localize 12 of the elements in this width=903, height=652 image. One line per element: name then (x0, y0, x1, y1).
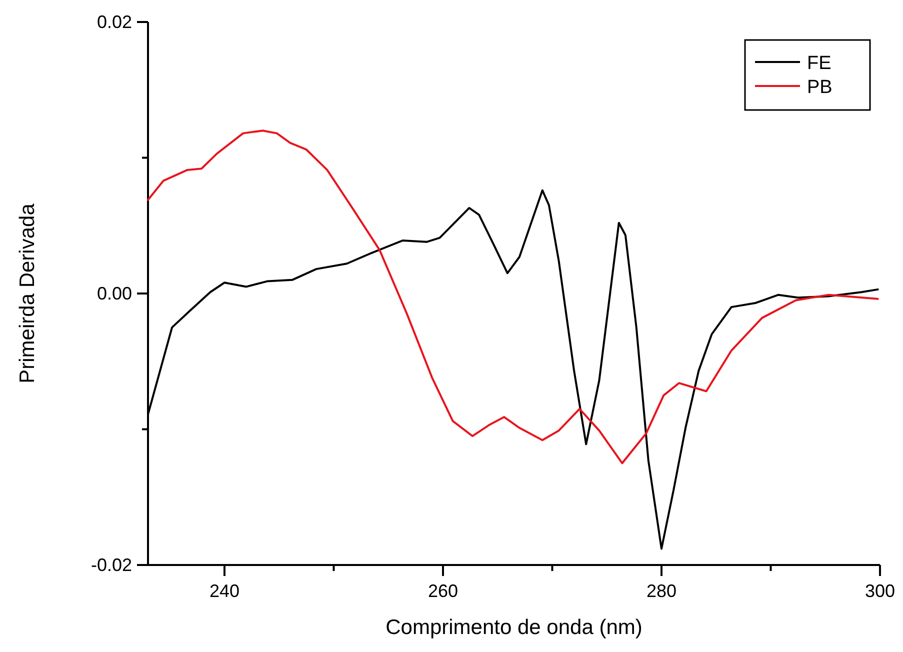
legend-label: PB (807, 77, 832, 98)
legend-label: FE (807, 53, 832, 74)
line-series (147, 130, 879, 464)
y-tick-label: 0.02 (96, 12, 132, 32)
x-tick-label: 240 (209, 581, 240, 601)
y-tick-label: 0.00 (96, 284, 132, 304)
y-axis-title: Primeirda Derivada (16, 203, 39, 384)
x-axis-title: Comprimento de onda (nm) (386, 616, 642, 639)
y-tick-label: -0.02 (90, 555, 132, 575)
x-tick-label: 280 (646, 581, 677, 601)
x-tick-label: 300 (864, 581, 896, 601)
x-tick-label: 260 (428, 581, 458, 601)
